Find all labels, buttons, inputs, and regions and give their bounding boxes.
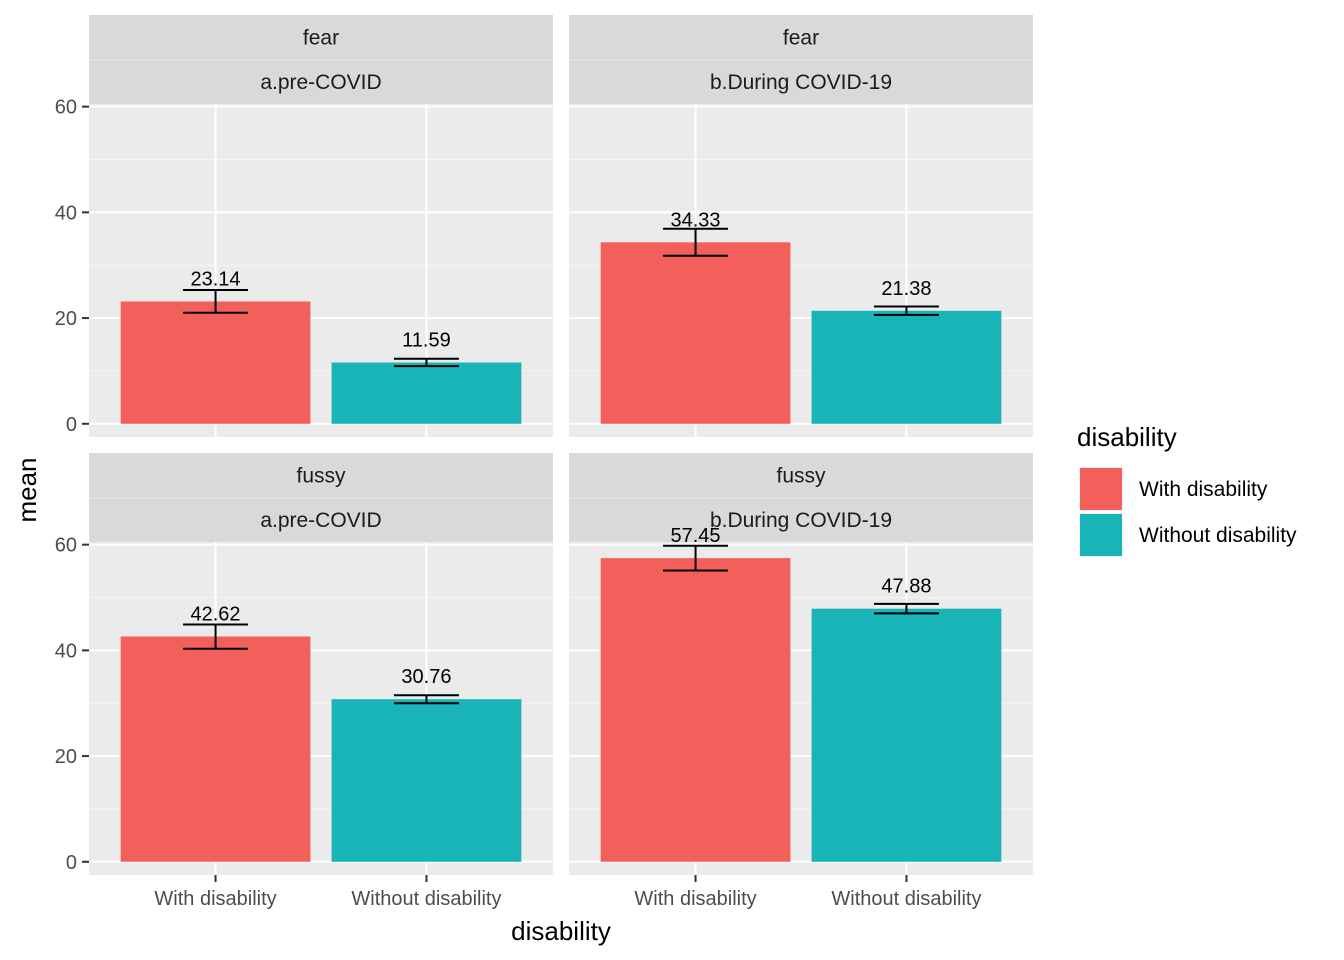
facet-2-y-tick-label: 0 (66, 852, 77, 874)
facet-0-bar-0 (120, 301, 311, 424)
facet-2-y-tick-label: 20 (55, 746, 77, 768)
facet-0-y-tick-label: 20 (55, 308, 77, 330)
facet-0-strip-col (89, 60, 553, 104)
facet-3-bar-0 (600, 558, 791, 862)
facet-2-bar-1 (331, 699, 522, 862)
facet-3-strip-col-label: b.During COVID-19 (710, 509, 892, 532)
legend-title: disability (1077, 422, 1177, 452)
facet-0-y-tick-label: 0 (66, 414, 77, 436)
facet-3-strip-row-label: fussy (776, 465, 826, 488)
facet-1-strip-col-label: b.During COVID-19 (710, 71, 892, 94)
facet-2-x-tick-label: With disability (154, 888, 276, 910)
facet-3-data-label-0: 57.45 (671, 525, 721, 547)
facet-2-strip-row (89, 453, 553, 498)
facet-0-strip-row (89, 15, 553, 60)
facet-1-strip-row-label: fear (783, 27, 819, 50)
facet-2-y-tick-label: 60 (55, 535, 77, 557)
facet-2-strip-col (89, 498, 553, 542)
facet-2-strip-col-label: a.pre-COVID (260, 509, 381, 532)
facet-1-strip-row (569, 15, 1033, 60)
facet-0-bar-1 (331, 362, 522, 424)
facet-0-data-label-1: 11.59 (402, 330, 451, 352)
facet-1-data-label-0: 34.33 (671, 209, 721, 231)
facet-2-data-label-0: 42.62 (191, 604, 241, 626)
legend-swatch-1 (1080, 514, 1122, 556)
facet-3-x-tick-label: With disability (634, 888, 756, 910)
facet-2-strip-row-label: fussy (296, 465, 346, 488)
facet-1-bar-0 (600, 242, 791, 424)
legend-label-1: Without disability (1139, 524, 1297, 547)
facet-3-strip-row (569, 453, 1033, 498)
legend-swatch-0 (1080, 468, 1122, 510)
facet-2-bar-0 (120, 636, 311, 862)
facet-0-strip-row-label: fear (303, 27, 339, 50)
x-axis-title: disability (511, 916, 611, 946)
facet-1-bar-1 (811, 310, 1002, 424)
facet-3-x-tick-label: Without disability (831, 888, 981, 910)
facet-2-data-label-1: 30.76 (401, 666, 451, 688)
facet-1-strip-col (569, 60, 1033, 104)
facet-0-y-tick-label: 40 (55, 202, 77, 224)
facet-0-strip-col-label: a.pre-COVID (260, 71, 381, 94)
facet-0-y-tick-label: 60 (55, 97, 77, 119)
facet-3-data-label-1: 47.88 (881, 576, 931, 598)
y-axis-title: mean (12, 457, 42, 522)
facet-1-data-label-1: 21.38 (881, 278, 931, 300)
facet-3-strip-col (569, 498, 1033, 542)
facet-2-y-tick-label: 40 (55, 640, 77, 662)
facet-2-x-tick-label: Without disability (351, 888, 501, 910)
facet-3-bar-1 (811, 608, 1002, 862)
legend-label-0: With disability (1139, 478, 1268, 501)
facet-0-data-label-0: 23.14 (191, 268, 241, 290)
